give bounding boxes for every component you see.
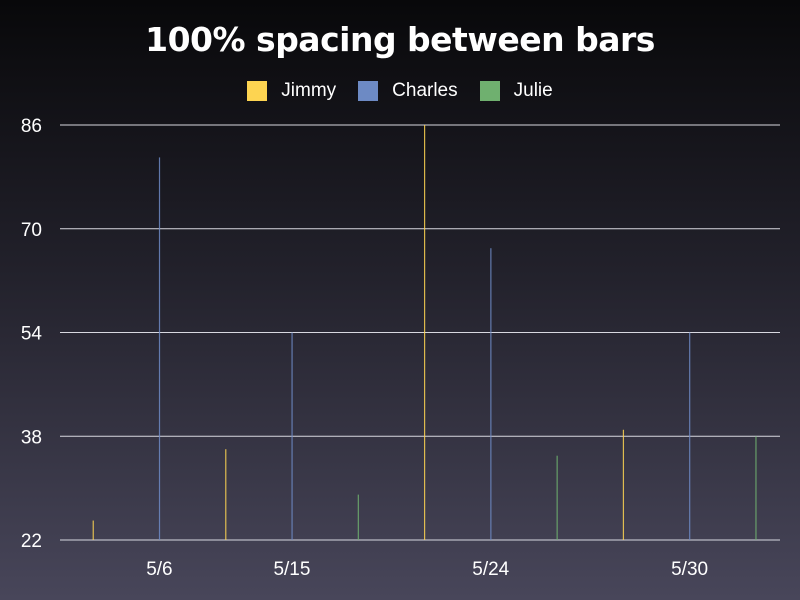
- bar-julie-5-18[interactable]: [357, 494, 359, 540]
- legend-item-jimmy[interactable]: Jimmy: [247, 80, 336, 102]
- y-tick-label-38: 38: [21, 427, 42, 448]
- x-tick-label-5-6: 5/6: [146, 559, 172, 580]
- x-tick-label-5-24: 5/24: [472, 559, 509, 580]
- legend-swatch-jimmy: [247, 81, 268, 101]
- x-tick-label-5-15: 5/15: [273, 559, 310, 580]
- legend-item-charles[interactable]: Charles: [358, 80, 458, 102]
- y-tick-label-86: 86: [21, 116, 42, 137]
- legend-swatch-charles: [358, 81, 379, 101]
- bar-julie-5-27[interactable]: [556, 455, 558, 540]
- y-tick-label-22: 22: [21, 531, 42, 552]
- y-tick-label-54: 54: [21, 324, 43, 345]
- bar-jimmy-5-21[interactable]: [424, 125, 426, 540]
- legend-item-julie[interactable]: Julie: [479, 80, 553, 102]
- legend-label-julie: Julie: [513, 80, 553, 101]
- legend-label-jimmy: Jimmy: [281, 80, 337, 101]
- bar-charles-5-24[interactable]: [490, 248, 492, 540]
- bar-charles-5-30[interactable]: [689, 332, 691, 541]
- bar-jimmy-5-28[interactable]: [622, 429, 625, 540]
- legend: Jimmy Charles Julie: [0, 80, 800, 102]
- bar-julie-6-2[interactable]: [755, 436, 757, 540]
- chart-title: 100% spacing between bars: [145, 20, 655, 59]
- y-tick-label-70: 70: [21, 220, 42, 241]
- bar-jimmy-5-12[interactable]: [225, 449, 227, 540]
- x-tick-label-5-30: 5/30: [671, 559, 708, 580]
- bar-jimmy-5-3[interactable]: [92, 520, 94, 540]
- bar-charles-5-15[interactable]: [291, 332, 293, 541]
- bar-charles-5-6[interactable]: [158, 157, 161, 540]
- legend-label-charles: Charles: [392, 80, 458, 101]
- legend-swatch-julie: [479, 81, 500, 101]
